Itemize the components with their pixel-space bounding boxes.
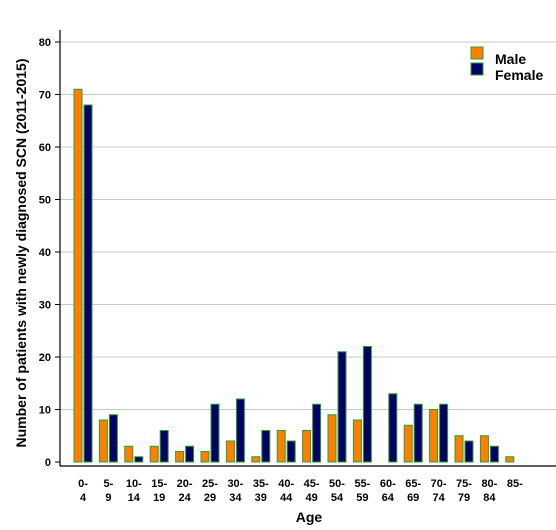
bar-female	[337, 351, 347, 463]
x-tick-label-bottom: 49	[305, 492, 317, 504]
y-tick-label: 50	[39, 195, 51, 207]
x-tick-label-bottom: 54	[331, 492, 344, 504]
y-axis-title: Number of patients with newly diagnosed …	[13, 59, 29, 448]
x-tick-label-bottom: 74	[432, 492, 445, 504]
x-axis-ticks: 0-45-910-1415-1920-2425-2930-3435-3940-4…	[78, 478, 523, 504]
bar-male	[98, 419, 108, 463]
x-tick-label-bottom: 39	[255, 492, 267, 504]
x-tick-label-top: 85-	[507, 478, 523, 490]
gridlines	[60, 41, 556, 410]
x-tick-label-bottom: 84	[483, 492, 496, 504]
x-tick-label-bottom: 4	[80, 492, 87, 504]
bar-female	[210, 403, 220, 463]
x-tick-label-bottom: 24	[178, 492, 191, 504]
x-tick-label-bottom: 64	[382, 492, 395, 504]
bar-female	[464, 440, 474, 463]
axes	[59, 30, 556, 467]
y-axis-ticks: 0 10 20 30 40 50 60 70 80	[39, 37, 60, 469]
x-tick-label-top: 60-	[380, 478, 396, 490]
bar-female	[388, 393, 398, 463]
x-tick-label-top: 15-	[151, 478, 167, 490]
x-tick-label-top: 45-	[304, 478, 320, 490]
bar-female	[83, 104, 93, 463]
bar-male	[429, 409, 439, 463]
bar-female	[108, 414, 118, 463]
bar-female	[235, 398, 245, 463]
x-tick-label-top: 10-	[126, 478, 142, 490]
x-tick-label-bottom: 59	[356, 492, 368, 504]
bar-male	[403, 424, 413, 463]
bar-female	[439, 403, 449, 463]
x-tick-label-bottom: 69	[407, 492, 419, 504]
x-tick-label-top: 25-	[202, 478, 218, 490]
x-tick-label-bottom: 19	[153, 492, 165, 504]
bar-male	[225, 440, 235, 463]
x-tick-label-bottom: 14	[128, 492, 141, 504]
y-tick-label: 60	[39, 142, 51, 154]
legend-label-male: Male	[495, 51, 526, 67]
y-tick-label: 0	[45, 457, 51, 469]
x-tick-label-bottom: 34	[229, 492, 242, 504]
bars	[73, 88, 515, 463]
bar-female	[362, 346, 372, 463]
bar-male	[454, 435, 464, 463]
x-tick-label-top: 0-	[78, 478, 88, 490]
bar-male	[276, 430, 286, 463]
x-tick-label-top: 80-	[481, 478, 497, 490]
bar-female	[159, 430, 169, 463]
x-tick-label-bottom: 79	[458, 492, 470, 504]
bar-female	[286, 440, 296, 463]
x-tick-label-bottom: 29	[204, 492, 216, 504]
x-tick-label-top: 20-	[177, 478, 193, 490]
legend-swatch-female	[470, 62, 484, 76]
y-tick-label: 70	[39, 90, 51, 102]
x-tick-label-top: 50-	[329, 478, 345, 490]
bar-male	[327, 414, 337, 463]
y-tick-label: 80	[39, 37, 51, 49]
x-tick-label-top: 30-	[227, 478, 243, 490]
bar-male	[251, 456, 261, 463]
x-tick-label-top: 5-	[104, 478, 114, 490]
bar-female	[185, 445, 195, 463]
x-tick-label-top: 70-	[431, 478, 447, 490]
x-tick-label-top: 55-	[354, 478, 370, 490]
bar-female	[134, 456, 144, 463]
x-tick-label-bottom: 9	[105, 492, 111, 504]
y-tick-label: 20	[39, 352, 51, 364]
x-tick-label-top: 75-	[456, 478, 472, 490]
x-tick-label-top: 40-	[278, 478, 294, 490]
y-tick-label: 40	[39, 247, 51, 259]
bar-female	[312, 403, 322, 463]
bar-male	[479, 435, 489, 463]
bar-female	[489, 445, 499, 463]
legend: Male Female	[470, 46, 543, 83]
bar-male	[505, 456, 515, 463]
bar-male	[73, 88, 83, 463]
bar-male	[175, 451, 185, 463]
bar-male	[352, 419, 362, 463]
bar-female	[261, 430, 271, 463]
bar-female	[413, 403, 423, 463]
bar-male	[124, 445, 134, 463]
x-tick-label-bottom: 44	[280, 492, 293, 504]
legend-label-female: Female	[495, 67, 543, 83]
x-tick-label-top: 65-	[405, 478, 421, 490]
bar-male	[200, 451, 210, 463]
x-tick-label-top: 35-	[253, 478, 269, 490]
bar-male	[302, 430, 312, 463]
y-tick-label: 10	[39, 405, 51, 417]
legend-swatch-male	[470, 46, 484, 60]
y-tick-label: 30	[39, 300, 51, 312]
x-axis-title: Age	[296, 509, 323, 525]
bar-male	[149, 445, 159, 463]
